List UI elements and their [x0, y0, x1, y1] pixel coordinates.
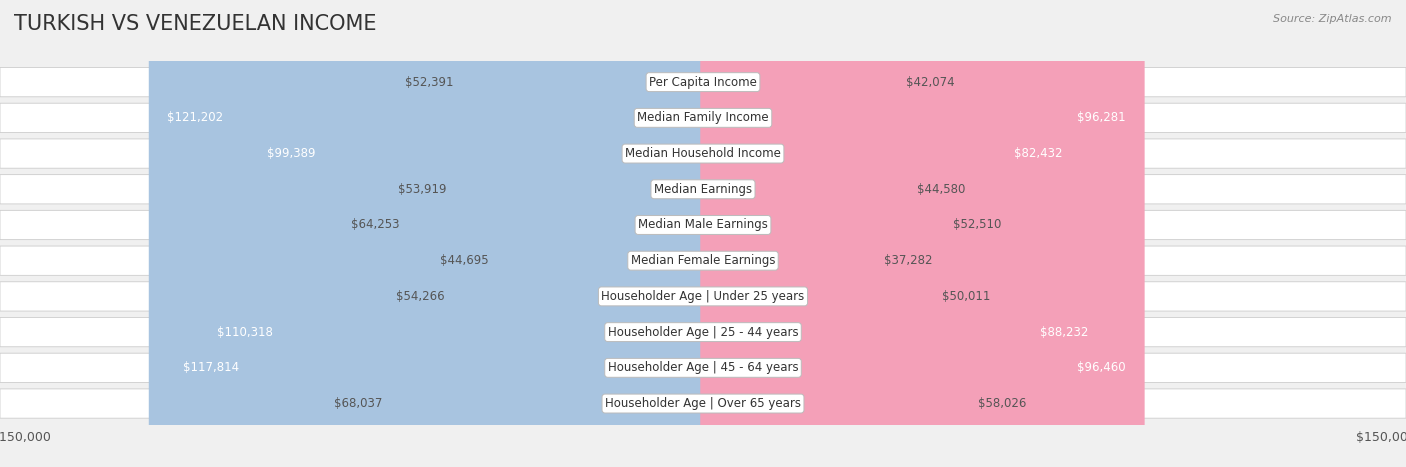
Text: Source: ZipAtlas.com: Source: ZipAtlas.com	[1274, 14, 1392, 24]
Text: Householder Age | Over 65 years: Householder Age | Over 65 years	[605, 397, 801, 410]
Text: Median Female Earnings: Median Female Earnings	[631, 254, 775, 267]
Text: $96,460: $96,460	[1077, 361, 1126, 375]
Text: $121,202: $121,202	[167, 111, 224, 124]
FancyBboxPatch shape	[0, 175, 1406, 204]
Text: $53,919: $53,919	[398, 183, 446, 196]
FancyBboxPatch shape	[0, 389, 1406, 418]
FancyBboxPatch shape	[700, 0, 908, 467]
Text: $117,814: $117,814	[183, 361, 239, 375]
Text: $42,074: $42,074	[905, 76, 955, 89]
FancyBboxPatch shape	[408, 0, 706, 467]
Text: Householder Age | Under 25 years: Householder Age | Under 25 years	[602, 290, 804, 303]
FancyBboxPatch shape	[165, 0, 706, 467]
FancyBboxPatch shape	[0, 246, 1406, 276]
Text: $68,037: $68,037	[333, 397, 382, 410]
Text: Median Family Income: Median Family Income	[637, 111, 769, 124]
Text: Median Male Earnings: Median Male Earnings	[638, 219, 768, 232]
FancyBboxPatch shape	[700, 0, 1144, 467]
FancyBboxPatch shape	[149, 0, 706, 467]
Text: $54,266: $54,266	[396, 290, 444, 303]
Text: TURKISH VS VENEZUELAN INCOME: TURKISH VS VENEZUELAN INCOME	[14, 14, 377, 34]
Text: $88,232: $88,232	[1040, 325, 1088, 339]
Text: $37,282: $37,282	[884, 254, 932, 267]
Text: $96,281: $96,281	[1077, 111, 1125, 124]
FancyBboxPatch shape	[0, 103, 1406, 133]
FancyBboxPatch shape	[700, 0, 1144, 467]
FancyBboxPatch shape	[700, 0, 1107, 467]
FancyBboxPatch shape	[456, 0, 706, 467]
FancyBboxPatch shape	[0, 210, 1406, 240]
Text: $110,318: $110,318	[217, 325, 273, 339]
FancyBboxPatch shape	[463, 0, 706, 467]
Text: Median Earnings: Median Earnings	[654, 183, 752, 196]
Text: $58,026: $58,026	[979, 397, 1026, 410]
FancyBboxPatch shape	[700, 0, 1081, 467]
FancyBboxPatch shape	[700, 0, 970, 467]
FancyBboxPatch shape	[0, 282, 1406, 311]
Text: $64,253: $64,253	[350, 219, 399, 232]
FancyBboxPatch shape	[453, 0, 706, 467]
Text: $44,580: $44,580	[917, 183, 966, 196]
Text: $44,695: $44,695	[440, 254, 488, 267]
FancyBboxPatch shape	[0, 353, 1406, 382]
FancyBboxPatch shape	[700, 0, 897, 467]
Text: $50,011: $50,011	[942, 290, 990, 303]
FancyBboxPatch shape	[0, 318, 1406, 347]
Text: $99,389: $99,389	[267, 147, 315, 160]
Text: $52,391: $52,391	[405, 76, 453, 89]
Text: $52,510: $52,510	[953, 219, 1001, 232]
FancyBboxPatch shape	[391, 0, 706, 467]
FancyBboxPatch shape	[700, 0, 945, 467]
Text: $82,432: $82,432	[1014, 147, 1062, 160]
FancyBboxPatch shape	[496, 0, 706, 467]
Text: Householder Age | 45 - 64 years: Householder Age | 45 - 64 years	[607, 361, 799, 375]
FancyBboxPatch shape	[0, 139, 1406, 168]
FancyBboxPatch shape	[700, 0, 934, 467]
Text: Householder Age | 25 - 44 years: Householder Age | 25 - 44 years	[607, 325, 799, 339]
FancyBboxPatch shape	[0, 68, 1406, 97]
FancyBboxPatch shape	[247, 0, 706, 467]
Text: Median Household Income: Median Household Income	[626, 147, 780, 160]
Text: Per Capita Income: Per Capita Income	[650, 76, 756, 89]
FancyBboxPatch shape	[198, 0, 706, 467]
FancyBboxPatch shape	[700, 0, 876, 467]
